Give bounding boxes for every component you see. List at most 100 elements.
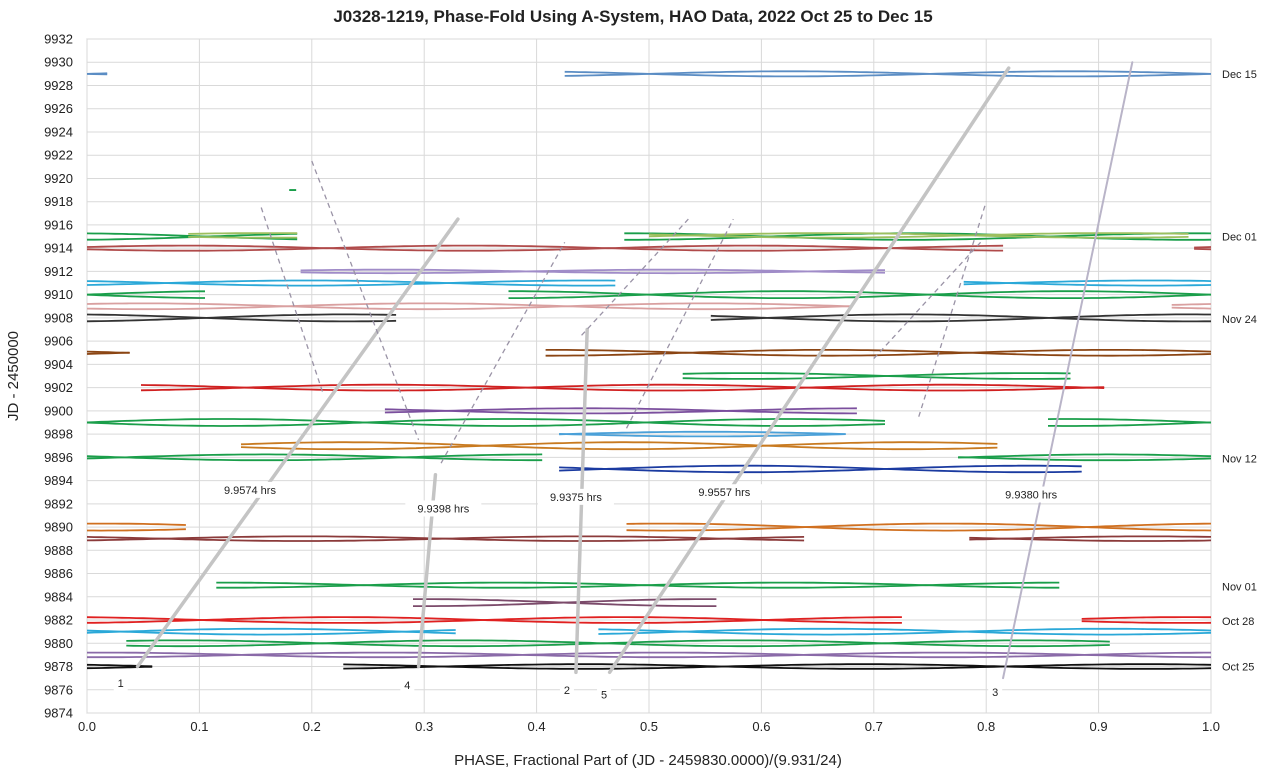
annotation-label-6: 4	[404, 680, 410, 692]
annotation-label-1: 9.9398 hrs	[417, 503, 469, 515]
series-segment-11-0-b	[682, 372, 1071, 380]
annotation-box-5	[113, 674, 128, 691]
series-night-20	[86, 535, 1212, 542]
annotation-label-0: 9.9574 hrs	[224, 485, 276, 497]
x-tick-label: 0.1	[190, 719, 208, 734]
series-segment-14-1-a	[1047, 418, 1212, 424]
series-segment-7-0-a	[86, 293, 205, 299]
series-segment-21-0-b	[216, 581, 1060, 589]
series-segment-19-0-b	[87, 528, 186, 532]
series-night-22	[413, 598, 717, 607]
series-night-8	[86, 302, 1212, 311]
series-segment-6-0-b	[86, 279, 616, 287]
series-segment-15-0-a	[559, 433, 846, 438]
series-segment-5-0-b	[300, 268, 886, 275]
series-segment-10-1-a	[545, 349, 1212, 357]
y-tick-label: 9924	[44, 124, 73, 139]
dashed-trend-line-0	[260, 207, 324, 394]
series-segment-8-0-b	[86, 302, 852, 311]
x-tick-label: 0.2	[303, 719, 321, 734]
annotation-label-5: 1	[118, 678, 124, 690]
series-segment-9-1-a	[710, 313, 1211, 323]
date-label-3: Nov 12	[1222, 454, 1257, 466]
series-segment-12-0-b	[140, 383, 1105, 392]
series-segment-27-0-a	[86, 663, 153, 668]
series-segment-23-0-b	[86, 616, 902, 624]
series-night-0	[86, 70, 1212, 78]
series-night-24	[86, 627, 1212, 636]
x-tick-label: 0.0	[78, 719, 96, 734]
date-label-2: Nov 24	[1222, 314, 1257, 326]
y-tick-label: 9918	[44, 194, 73, 209]
y-tick-label: 9878	[44, 659, 73, 674]
series-segment-0-1-b	[564, 70, 1212, 78]
series-night-6	[86, 279, 1212, 287]
series-segment-10-1-b	[545, 349, 1212, 357]
series-segment-17-1-b	[958, 453, 1212, 459]
series-segment-10-0-b	[86, 350, 130, 354]
x-tick-label: 0.8	[977, 719, 995, 734]
grid-layer	[86, 38, 1212, 714]
series-segment-20-0-b	[86, 535, 805, 542]
x-tick-label: 0.7	[865, 719, 883, 734]
fit-lines-layer	[135, 61, 1134, 680]
date-label-4: Nov 01	[1222, 581, 1257, 593]
date-label-5: Oct 28	[1222, 616, 1254, 628]
y-tick-label: 9928	[44, 78, 73, 93]
series-segment-13-0-b	[384, 407, 857, 415]
series-night-23	[86, 616, 1212, 624]
y-tick-label: 9922	[44, 148, 73, 163]
series-segment-24-1-a	[598, 627, 1212, 636]
x-tick-label: 0.9	[1090, 719, 1108, 734]
series-segment-19-1-b	[626, 522, 1212, 532]
series-segment-6-1-b	[963, 280, 1212, 287]
series-segment-17-0-a	[86, 453, 543, 462]
series-night-18	[559, 464, 1082, 474]
annotation-label-2: 9.9375 hrs	[550, 492, 602, 504]
series-segment-12-0-a	[140, 383, 1105, 392]
series-night-13	[384, 407, 857, 415]
y-tick-label: 9884	[44, 589, 73, 604]
series-segment-24-1-b	[598, 627, 1212, 636]
x-tick-label: 0.5	[640, 719, 658, 734]
annotation-box-9	[988, 684, 1003, 701]
y-tick-label: 9876	[44, 682, 73, 697]
x-axis-label: PHASE, Fractional Part of (JD - 2459830.…	[454, 752, 842, 769]
dashed-trend-line-4	[625, 218, 734, 429]
series-segment-14-0-b	[86, 418, 886, 427]
series-segment-9-1-b	[710, 313, 1211, 323]
series-segment-7-1-a	[508, 290, 1212, 299]
annotation-box-8	[597, 686, 612, 703]
series-night-3	[188, 232, 1189, 239]
y-tick-label: 9910	[44, 287, 73, 302]
annotation-box-7	[559, 681, 574, 698]
series-night-19	[87, 522, 1212, 532]
annotation-label-4: 9.9380 hrs	[1005, 490, 1057, 502]
y-axis-label: JD - 2450000	[5, 331, 22, 421]
series-segment-9-0-b	[86, 313, 397, 323]
date-label-6: Oct 25	[1222, 662, 1254, 674]
dashed-trend-line-1	[311, 160, 420, 441]
series-night-4	[86, 244, 1212, 252]
series-segment-0-1-a	[564, 70, 1212, 78]
series-night-11	[682, 372, 1071, 380]
chart-title: J0328-1219, Phase-Fold Using A-System, H…	[333, 7, 932, 26]
y-tick-label: 9894	[44, 473, 73, 488]
series-layer	[86, 70, 1212, 670]
date-label-1: Dec 01	[1222, 232, 1257, 244]
y-tick-label: 9874	[44, 706, 73, 721]
y-tick-label: 9888	[44, 543, 73, 558]
series-segment-18-0-a	[559, 464, 1082, 474]
annotation-box-6	[400, 677, 415, 694]
series-segment-3-0-a	[188, 232, 298, 235]
y-tick-label: 9904	[44, 357, 73, 372]
y-tick-label: 9896	[44, 450, 73, 465]
series-segment-20-1-b	[969, 536, 1212, 542]
series-night-14	[86, 418, 1212, 427]
series-night-10	[86, 349, 1212, 357]
series-segment-8-0-a	[86, 302, 852, 311]
series-segment-26-0-b	[87, 651, 1211, 659]
series-segment-23-1-b	[1081, 616, 1211, 620]
series-segment-3-1-b	[648, 232, 1189, 239]
